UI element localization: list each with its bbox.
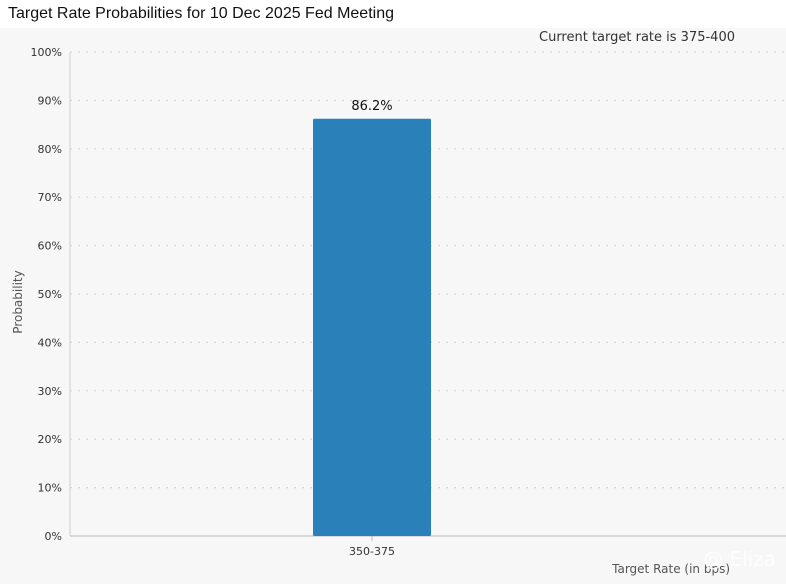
y-tick-label: 90% [38, 94, 62, 107]
labels: 86.2% Current target rate is 375-400 @ Eli… [351, 30, 776, 571]
y-tick-label: 30% [38, 385, 62, 398]
axes: 0% 10% 20% 30% 40% 50% 60% 70% 80% 90% 100% 350-375… [11, 46, 786, 576]
current-target-rate-note: Current target rate is 375-400 [539, 30, 735, 45]
bar [313, 118, 431, 537]
y-tick-label: 60% [38, 240, 62, 253]
y-tick-label: 80% [38, 143, 62, 156]
y-axis-title: Probability [11, 270, 25, 333]
chart-title: Target Rate Probabilities for 10 Dec 202… [8, 5, 394, 22]
chart-area: 0% 10% 20% 30% 40% 50% 60% 70% 80% 90% 100% 350-375… [0, 28, 786, 584]
bar-chart: 0% 10% 20% 30% 40% 50% 60% 70% 80% 90% 100% 350-375… [11, 30, 786, 576]
watermark-text: @ Eliza [703, 547, 776, 571]
y-tick-label: 70% [38, 191, 62, 204]
y-tick-label: 20% [38, 433, 62, 446]
bars [313, 118, 431, 537]
x-tick-label: 350-375 [349, 545, 395, 558]
y-tick-label: 50% [38, 288, 62, 301]
y-tick-label: 10% [38, 482, 62, 495]
x-axis-title: Target Rate (in bps) [611, 562, 730, 576]
y-tick-label: 0% [45, 530, 62, 543]
y-tick-label: 40% [38, 336, 62, 349]
y-tick-label: 100% [31, 46, 62, 59]
bar-value-label: 86.2% [351, 99, 392, 114]
